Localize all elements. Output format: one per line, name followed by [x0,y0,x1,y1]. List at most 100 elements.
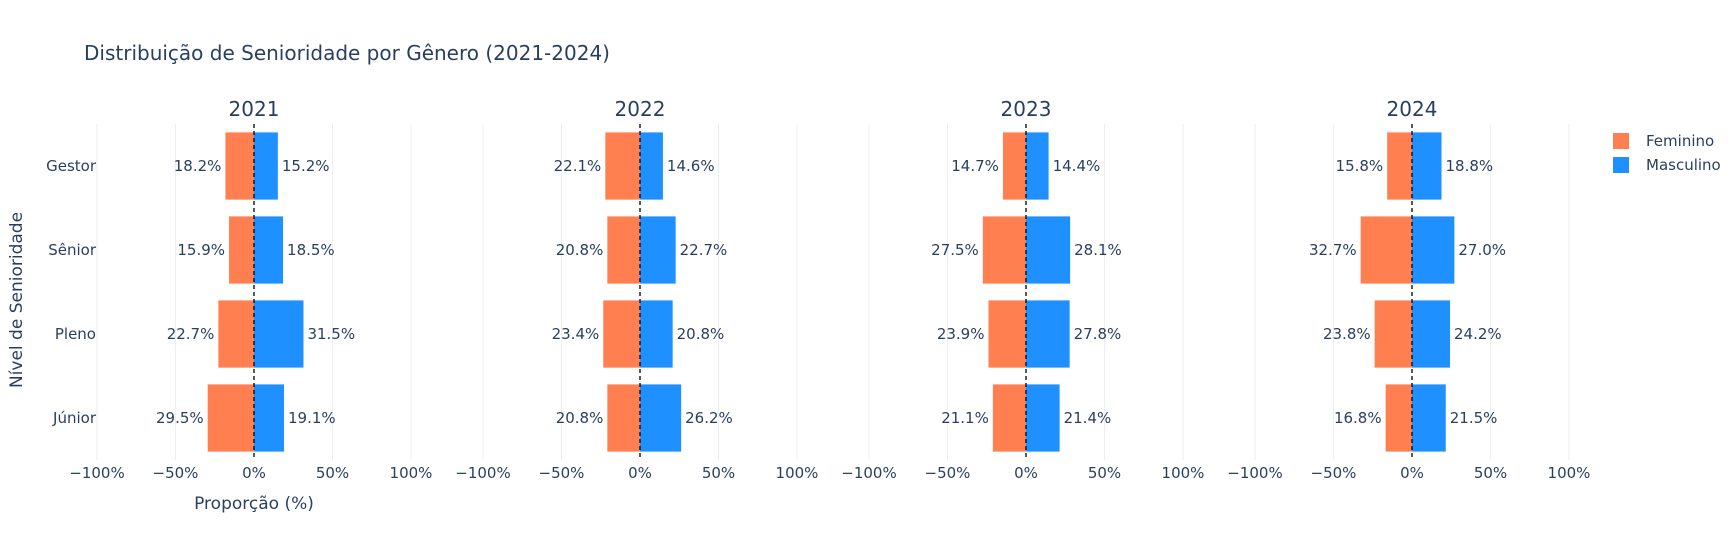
data-label: 29.5% [156,409,204,427]
panel-2023: 2023 14.7% 27.5% 23.9% 21.1% 14.4% 28.1% 27.8% 2… [841,97,1204,482]
x-tick-label: 50% [1088,464,1121,482]
bar-feminino [605,132,640,200]
bar-masculino [640,132,663,200]
y-tick-label: Sênior [48,241,97,259]
panel-title: 2021 [229,97,280,121]
data-label: 21.5% [1450,409,1498,427]
x-tick-label: −50% [539,464,585,482]
data-label: 20.8% [556,409,604,427]
data-label: 18.2% [174,157,222,175]
data-label: 18.5% [287,241,335,259]
x-tick-label: −50% [925,464,971,482]
bar-feminino [607,384,640,452]
chart-title: Distribuição de Senioridade por Gênero (… [84,41,610,65]
data-label: 22.7% [167,325,215,343]
data-label: 24.2% [1454,325,1502,343]
legend-label: Feminino [1646,132,1714,150]
bar-feminino [1374,300,1412,368]
data-label: 28.1% [1074,241,1122,259]
bar-feminino [225,132,254,200]
data-label: 14.4% [1053,157,1101,175]
data-label: 15.2% [282,157,330,175]
bar-masculino [254,132,278,200]
data-label: 32.7% [1309,241,1357,259]
data-label: 20.8% [556,241,604,259]
x-tick-label: 0% [1400,464,1424,482]
data-label: 26.2% [685,409,733,427]
bar-masculino [640,300,673,368]
data-label: 31.5% [307,325,355,343]
bar-masculino [640,216,676,284]
bar-feminino [218,300,254,368]
bar-masculino [254,384,284,452]
bar-masculino [1026,216,1071,284]
legend-swatch [1613,133,1629,149]
data-label: 23.9% [937,325,985,343]
data-label: 27.8% [1074,325,1122,343]
bar-masculino [1026,384,1060,452]
bar-feminino [982,216,1026,284]
x-tick-label: 100% [776,464,819,482]
data-label: 22.7% [680,241,728,259]
data-label: 19.1% [288,409,336,427]
bar-feminino [1387,132,1412,200]
y-axis-title: Nível de Senioridade [7,212,27,388]
x-tick-label: 100% [1548,464,1591,482]
data-label: 22.1% [554,157,602,175]
bar-masculino [1412,132,1442,200]
bar-masculino [1412,216,1455,284]
panel-title: 2024 [1387,97,1438,121]
bar-masculino [254,216,284,284]
x-tick-label: 50% [316,464,349,482]
bar-feminino [1360,216,1412,284]
data-label: 20.8% [677,325,725,343]
panel-2024: 2024 15.8% 32.7% 23.8% 16.8% 18.8% 27.0% 24.2% 2… [1227,97,1590,482]
x-tick-label: 50% [1474,464,1507,482]
bar-masculino [1026,132,1049,200]
bar-masculino [1026,300,1070,368]
data-label: 18.8% [1446,157,1494,175]
bar-feminino [607,216,640,284]
legend-item-masculino[interactable]: Masculino [1613,156,1721,174]
data-label: 15.8% [1336,157,1384,175]
data-label: 27.5% [931,241,979,259]
bar-feminino [992,384,1026,452]
bar-feminino [1385,384,1412,452]
data-label: 16.8% [1334,409,1382,427]
bar-feminino [603,300,640,368]
x-tick-label: 0% [1014,464,1038,482]
bar-feminino [229,216,254,284]
x-tick-label: −100% [455,464,510,482]
x-axis-title: Proporção (%) [194,494,314,514]
x-tick-label: 0% [242,464,266,482]
data-label: 14.6% [667,157,715,175]
x-tick-label: −50% [153,464,199,482]
panel-title: 2023 [1001,97,1052,121]
bar-masculino [1412,300,1450,368]
bar-masculino [254,300,304,368]
chart-panels: 2021 18.2% 15.9% 22.7% 29.5% 15.2% 18.5% 31.5% 1… [46,97,1590,482]
panel-2022: 2022 22.1% 20.8% 23.4% 20.8% 14.6% 22.7% 20.8% 2… [455,97,818,482]
data-label: 27.0% [1458,241,1506,259]
bar-feminino [988,300,1026,368]
bar-masculino [640,384,682,452]
y-tick-label: Gestor [46,157,97,175]
x-tick-label: 50% [702,464,735,482]
x-tick-label: −50% [1311,464,1357,482]
legend: Feminino Masculino [1613,132,1721,174]
data-label: 21.4% [1064,409,1112,427]
legend-swatch [1613,157,1629,173]
x-tick-label: 100% [390,464,433,482]
data-label: 15.9% [177,241,225,259]
data-label: 23.8% [1323,325,1371,343]
legend-item-feminino[interactable]: Feminino [1613,132,1714,150]
x-tick-label: −100% [1227,464,1282,482]
data-label: 23.4% [552,325,600,343]
x-tick-label: −100% [841,464,896,482]
y-tick-label: Júnior [52,409,97,427]
x-tick-label: 100% [1162,464,1205,482]
data-label: 14.7% [951,157,999,175]
y-tick-label: Pleno [55,325,96,343]
bar-feminino [207,384,254,452]
